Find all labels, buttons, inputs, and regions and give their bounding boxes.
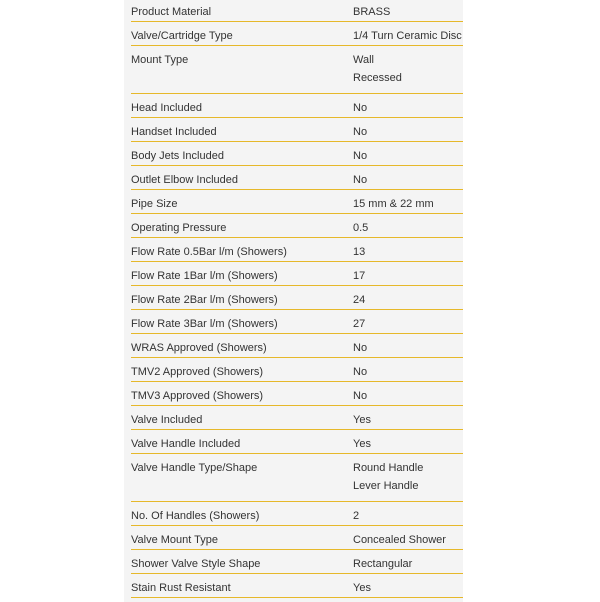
spec-value: No [353, 358, 463, 381]
spec-row: Body Jets Included No [131, 142, 463, 166]
spec-label: Valve Included [131, 414, 203, 426]
spec-value: Yes [353, 406, 463, 429]
spec-value-line: 1/4 Turn Ceramic Disc [353, 30, 462, 42]
spec-label: Outlet Elbow Included [131, 174, 239, 186]
spec-value-line: Yes [353, 582, 371, 594]
spec-value: No [353, 118, 463, 141]
spec-row: Valve/Cartridge Type 1/4 Turn Ceramic Dis… [131, 22, 463, 46]
spec-row: Valve Included Yes [131, 406, 463, 430]
spec-value: Round Handle Lever Handle [353, 454, 463, 501]
spec-value-line: 0.5 [353, 222, 369, 234]
spec-row: Head Included No [131, 94, 463, 118]
spec-value: No [353, 166, 463, 189]
spec-label: TMV2 Approved (Showers) [131, 366, 264, 378]
spec-value: Yes [353, 574, 463, 597]
spec-value-line: Wall [353, 54, 374, 66]
spec-value-line: Round Handle [353, 462, 424, 474]
spec-value: BRASS [353, 0, 463, 21]
spec-row: Operating Pressure 0.5 [131, 214, 463, 238]
spec-row: Flow Rate 1Bar l/m (Showers) 17 [131, 262, 463, 286]
spec-label: WRAS Approved (Showers) [131, 342, 267, 354]
spec-value: 17 [353, 262, 463, 285]
spec-table: Product Material BRASS Valve/Cartridge Typ… [124, 0, 463, 602]
spec-row: Mount Type Wall Recessed [131, 46, 463, 94]
spec-value: Rectangular [353, 550, 463, 573]
spec-value: Concealed Shower [353, 526, 463, 549]
spec-label: Valve Handle Included [131, 438, 241, 450]
spec-value: 27 [353, 310, 463, 333]
spec-row: Pipe Size 15 mm & 22 mm [131, 190, 463, 214]
spec-label: Pipe Size [131, 198, 178, 210]
spec-value: 1/4 Turn Ceramic Disc [353, 22, 463, 45]
spec-row: Handset Included No [131, 118, 463, 142]
spec-row: Flow Rate 3Bar l/m (Showers) 27 [131, 310, 463, 334]
spec-label: Flow Rate 0.5Bar l/m (Showers) [131, 246, 287, 258]
spec-label: Flow Rate 2Bar l/m (Showers) [131, 294, 278, 306]
spec-value-line: 24 [353, 294, 366, 306]
spec-row: Shower Valve Style Shape Rectangular [131, 550, 463, 574]
spec-value: No [353, 382, 463, 405]
spec-value-line: 27 [353, 318, 366, 330]
spec-label: No. Of Handles (Showers) [131, 510, 260, 522]
spec-row: Valve Handle Type/Shape Round Handle Lever… [131, 454, 463, 502]
spec-label: Head Included [131, 102, 202, 114]
spec-row: Valve Handle Included Yes [131, 430, 463, 454]
spec-label: Valve Handle Type/Shape [131, 462, 258, 474]
spec-row: Flow Rate 0.5Bar l/m (Showers) 13 [131, 238, 463, 262]
spec-value: 0.5 [353, 214, 463, 237]
spec-label: Flow Rate 3Bar l/m (Showers) [131, 318, 278, 330]
spec-value: No [353, 142, 463, 165]
spec-row: Stain Rust Resistant Yes [131, 574, 463, 598]
spec-label: Valve Mount Type [131, 534, 219, 546]
spec-label: Product Material [131, 6, 212, 18]
spec-value-line: No [353, 102, 368, 114]
spec-row: No. Of Handles (Showers) 2 [131, 502, 463, 526]
spec-value-line: 15 mm & 22 mm [353, 198, 434, 210]
spec-value-line: BRASS [353, 6, 391, 18]
spec-label: TMV3 Approved (Showers) [131, 390, 264, 402]
spec-label: Flow Rate 1Bar l/m (Showers) [131, 270, 278, 282]
spec-value: No [353, 334, 463, 357]
spec-label: Handset Included [131, 126, 217, 138]
spec-value-line: Rectangular [353, 558, 413, 570]
spec-value-line: Yes [353, 438, 371, 450]
spec-value-line: Lever Handle [353, 480, 419, 492]
spec-row: Product Material BRASS [131, 0, 463, 22]
spec-value: 24 [353, 286, 463, 309]
spec-value-line: Recessed [353, 72, 402, 84]
spec-value: 13 [353, 238, 463, 261]
spec-value-line: No [353, 150, 368, 162]
spec-row: Outlet Elbow Included No [131, 166, 463, 190]
spec-row: TMV2 Approved (Showers) No [131, 358, 463, 382]
spec-value-line: Concealed Shower [353, 534, 446, 546]
spec-value-line: 2 [353, 510, 360, 522]
spec-label: Stain Rust Resistant [131, 582, 231, 594]
spec-row: Valve Mount Type Concealed Shower [131, 526, 463, 550]
spec-row: Flow Rate 2Bar l/m (Showers) 24 [131, 286, 463, 310]
spec-value-line: Yes [353, 414, 371, 426]
spec-label: Body Jets Included [131, 150, 224, 162]
spec-value: Yes [353, 430, 463, 453]
spec-row: WRAS Approved (Showers) No [131, 334, 463, 358]
spec-value: Wall Recessed [353, 46, 463, 93]
spec-value-line: No [353, 366, 368, 378]
spec-value-line: 13 [353, 246, 366, 258]
spec-value-line: 17 [353, 270, 366, 282]
spec-value-line: No [353, 126, 368, 138]
spec-label: Mount Type [131, 54, 189, 66]
spec-value-line: No [353, 174, 368, 186]
spec-value-line: No [353, 342, 368, 354]
spec-row: TMV3 Approved (Showers) No [131, 382, 463, 406]
spec-value: No [353, 94, 463, 117]
spec-label: Shower Valve Style Shape [131, 558, 261, 570]
spec-value: 2 [353, 502, 463, 525]
spec-label: Operating Pressure [131, 222, 227, 234]
spec-label: Valve/Cartridge Type [131, 30, 233, 42]
spec-value-line: No [353, 390, 368, 402]
spec-value: 15 mm & 22 mm [353, 190, 463, 213]
